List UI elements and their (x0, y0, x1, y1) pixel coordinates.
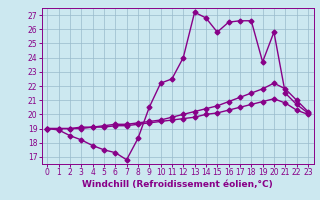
X-axis label: Windchill (Refroidissement éolien,°C): Windchill (Refroidissement éolien,°C) (82, 180, 273, 189)
